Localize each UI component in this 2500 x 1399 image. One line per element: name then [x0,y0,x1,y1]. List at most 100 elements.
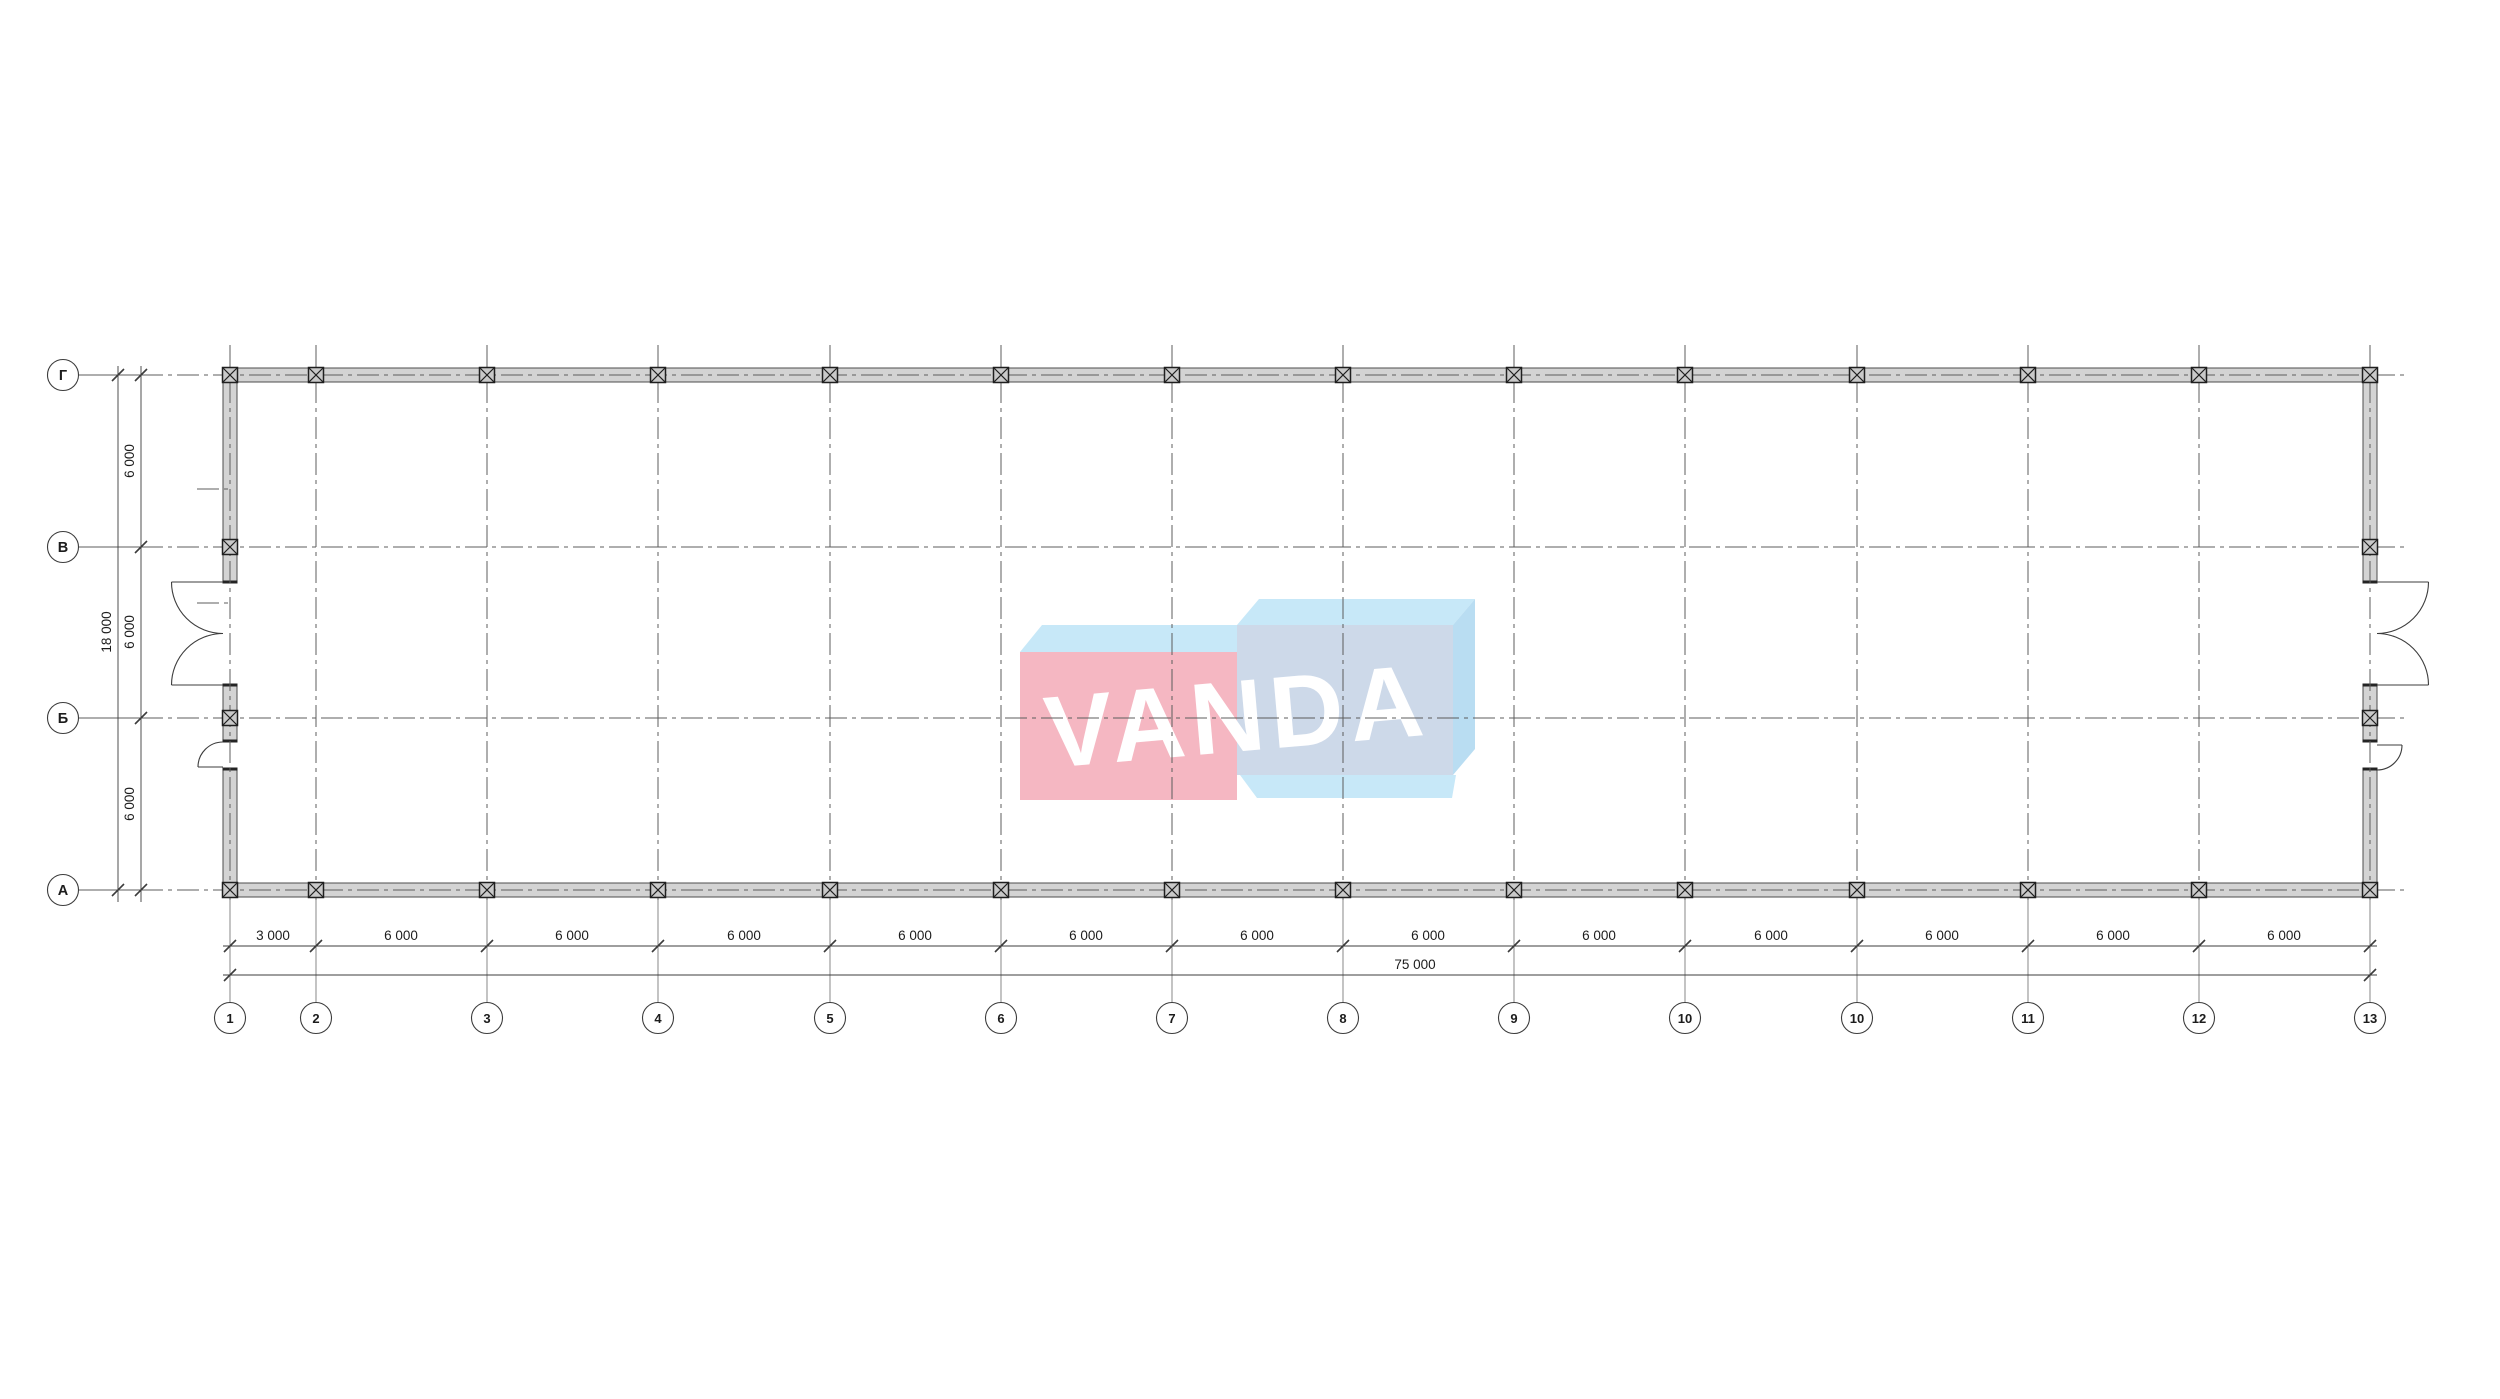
dim-label-bottom-bay: 6 000 [2267,928,2301,943]
double-door-right-swing-arcs [2376,581,2430,686]
dim-label-bottom-bay: 6 000 [727,928,761,943]
watermark-logo: VANDA [1020,599,1475,800]
dim-label-left-bay: 6 000 [122,444,137,478]
dim-label-bottom-bay: 6 000 [1069,928,1103,943]
single-door-left-swing-arc [197,741,224,768]
column-marker [1163,366,1181,384]
axis-bubble-col-12 [2182,1001,2216,1035]
axis-bubble-label: 2 [312,1011,319,1026]
dim-label-bottom-bay: 6 000 [1582,928,1616,943]
dim-label-bottom-bay: 6 000 [898,928,932,943]
column-marker [1163,881,1181,899]
dim-label-bottom-bay: 6 000 [1240,928,1274,943]
dimension-ticks-bottom [223,939,2377,982]
col-axis-stems [229,900,2371,1003]
column-marker [992,366,1010,384]
column-marker [2361,709,2379,727]
column-marker [1334,366,1352,384]
column-marker [1505,366,1523,384]
axis-bubble-col-8 [1326,1001,1360,1035]
double-door-left-swing-arcs [170,581,224,686]
column-marker [1334,881,1352,899]
axis-bubble-col-7 [1155,1001,1189,1035]
dim-label-bottom-bay: 6 000 [384,928,418,943]
col-axis-bubbles: 1 2 3 4 5 6 7 8 9 10 10 11 12 13 [213,1001,2387,1035]
column-marker [2190,881,2208,899]
axis-bubble-label: Б [58,711,68,727]
column-marker [1676,881,1694,899]
axis-bubble-col-2 [299,1001,333,1035]
axis-bubble-col-1 [213,1001,247,1035]
dimension-ticks-left [111,368,148,897]
column-marker [307,366,325,384]
axis-bubble-label: 8 [1339,1011,1346,1026]
axis-bubble-label: 1 [226,1011,233,1026]
column-marker [2361,366,2379,384]
column-marker [1676,366,1694,384]
dim-label-bottom-bay: 6 000 [555,928,589,943]
row-axis-bubbles: Г В Б А [46,358,80,907]
axis-bubble-label: 3 [483,1011,490,1026]
column-marker [1848,881,1866,899]
axis-bubble-label: 13 [2363,1011,2377,1026]
dim-label-left-bay: 6 000 [122,615,137,649]
column-marker [2019,366,2037,384]
grid-axis-lines [78,345,2405,1003]
dim-label-left-total: 18 000 [99,611,114,652]
axis-bubble-row-a [46,873,80,907]
axis-bubble-col-13 [2353,1001,2387,1035]
column-marker [221,538,239,556]
axis-bubble-label: В [58,540,68,556]
axis-bubble-col-5 [813,1001,847,1035]
axis-bubble-label: 7 [1168,1011,1175,1026]
dim-label-bottom-bay: 6 000 [2096,928,2130,943]
axis-bubble-col-10 [1668,1001,1702,1035]
column-marker [992,881,1010,899]
dimensions-left: 18 000 6 000 6 000 6 000 [99,366,148,902]
axis-bubble-label: 12 [2192,1011,2206,1026]
dim-label-bottom-bay: 3 000 [256,928,290,943]
column-marker [649,366,667,384]
column-marker [2019,881,2037,899]
dim-label-bottom-total: 75 000 [1394,957,1435,972]
watermark-blue-box-bottom-face [1240,775,1456,798]
axis-bubble-label: 10 [1850,1011,1864,1026]
axis-bubble-label: А [58,883,69,899]
watermark-pink-box-top-face [1020,625,1259,652]
column-marker [478,881,496,899]
dim-label-bottom-bay: 6 000 [1925,928,1959,943]
column-marker [2361,881,2379,899]
column-marker [2361,538,2379,556]
axis-bubble-col-4 [641,1001,675,1035]
axis-bubble-row-b [46,701,80,735]
column-marker [221,366,239,384]
column-marker [821,881,839,899]
dim-label-bottom-bay: 6 000 [1754,928,1788,943]
double-door-right-leaves [2377,581,2429,686]
axis-bubble-label: 4 [654,1011,662,1026]
column-marker [221,709,239,727]
column-marker [478,366,496,384]
column-marker [1848,366,1866,384]
axis-bubble-col-11 [2011,1001,2045,1035]
axis-bubble-label: 11 [2021,1011,2035,1026]
axis-bubble-row-v [46,530,80,564]
column-marker [1505,881,1523,899]
watermark-blue-box-top-face [1237,599,1475,625]
watermark-blue-box-side-face [1453,599,1475,775]
double-door-left-leaves [171,581,223,686]
dim-label-left-bay: 6 000 [122,787,137,821]
axis-bubble-label: 6 [997,1011,1004,1026]
single-door-right-swing-arc [2376,744,2403,771]
column-marker [821,366,839,384]
dimensions-bottom: 3 000 6 000 6 000 6 000 6 000 6 000 6 00… [223,928,2377,982]
doors [170,581,2430,771]
axis-bubble-row-g [46,358,80,392]
axis-bubble-label: 9 [1510,1011,1517,1026]
column-marker [2190,366,2208,384]
axis-bubble-col-9 [1497,1001,1531,1035]
axis-bubble-label: 5 [826,1011,833,1026]
dim-label-bottom-bay: 6 000 [1411,928,1445,943]
